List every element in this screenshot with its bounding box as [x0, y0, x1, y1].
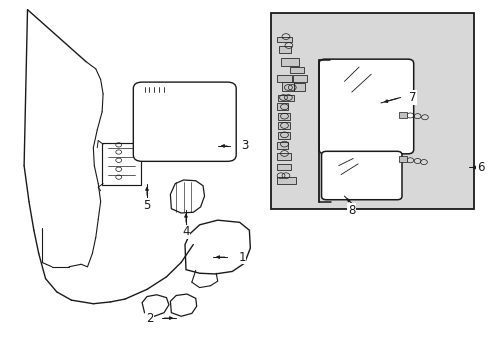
- Text: 2: 2: [145, 311, 153, 325]
- FancyBboxPatch shape: [271, 13, 473, 209]
- Text: 1: 1: [238, 251, 245, 264]
- FancyBboxPatch shape: [278, 122, 289, 130]
- FancyBboxPatch shape: [279, 46, 290, 53]
- FancyBboxPatch shape: [319, 59, 413, 154]
- FancyBboxPatch shape: [282, 82, 293, 91]
- FancyBboxPatch shape: [102, 143, 141, 185]
- FancyBboxPatch shape: [294, 83, 305, 91]
- FancyBboxPatch shape: [276, 141, 288, 149]
- FancyBboxPatch shape: [276, 177, 296, 184]
- FancyBboxPatch shape: [398, 156, 407, 162]
- Text: 5: 5: [143, 199, 150, 212]
- FancyBboxPatch shape: [278, 113, 289, 120]
- Text: 3: 3: [240, 139, 248, 152]
- FancyBboxPatch shape: [276, 37, 292, 42]
- FancyBboxPatch shape: [276, 75, 292, 82]
- FancyBboxPatch shape: [276, 164, 291, 170]
- Text: 4: 4: [182, 225, 189, 238]
- FancyBboxPatch shape: [398, 112, 407, 118]
- FancyBboxPatch shape: [290, 67, 303, 73]
- Text: 7: 7: [408, 91, 416, 104]
- FancyBboxPatch shape: [321, 151, 401, 200]
- FancyBboxPatch shape: [278, 132, 289, 139]
- Text: 6: 6: [476, 161, 484, 174]
- FancyBboxPatch shape: [278, 95, 293, 102]
- FancyBboxPatch shape: [276, 103, 288, 111]
- FancyBboxPatch shape: [276, 153, 291, 159]
- FancyBboxPatch shape: [133, 82, 236, 161]
- FancyBboxPatch shape: [292, 75, 307, 82]
- FancyBboxPatch shape: [280, 58, 298, 66]
- Text: 8: 8: [347, 204, 355, 217]
